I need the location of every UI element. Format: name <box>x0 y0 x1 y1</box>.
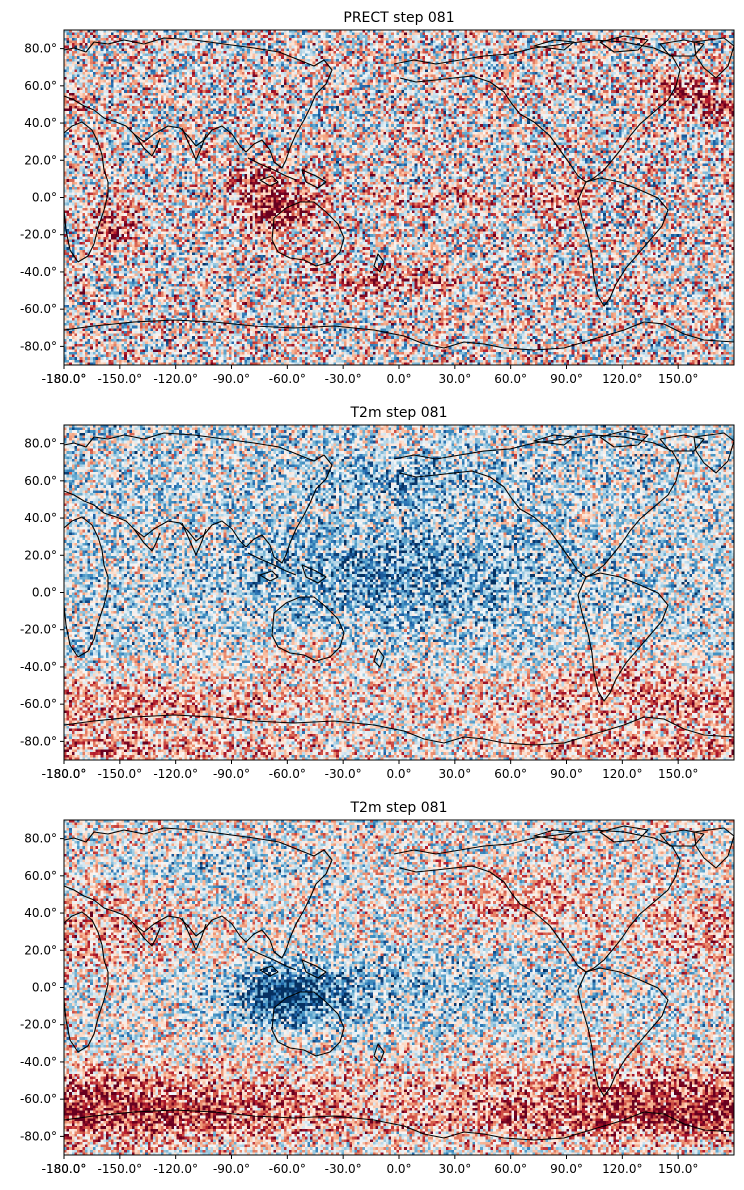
x-tick-label: 60.0° <box>494 1162 527 1176</box>
x-tick-label: -180.0° <box>42 372 87 386</box>
y-tick-label: -80.0° <box>20 339 57 353</box>
y-tick-label: 40.0° <box>24 906 57 920</box>
x-tick-label: -180.0° <box>42 767 87 781</box>
y-tick-label: -40.0° <box>20 1055 57 1069</box>
map-panel-2: T2m step 081 -180.0° -150.0° -120.0° -90.0° -… <box>20 405 735 781</box>
y-tick-label: -60.0° <box>20 697 57 711</box>
x-tick-label: 150.0° <box>658 372 698 386</box>
panel-title: T2m step 081 <box>349 800 447 816</box>
x-tick-label: -30.0° <box>325 1162 362 1176</box>
x-tick-label: 90.0° <box>550 1162 583 1176</box>
x-tick-label: -60.0° <box>269 372 306 386</box>
x-tick-label: 150.0° <box>658 767 698 781</box>
y-tick-label: -60.0° <box>20 1092 57 1106</box>
x-tick-label: -180.0° <box>42 372 87 386</box>
heatmap-raster <box>64 30 734 365</box>
x-tick-label: -120.0° <box>153 1162 198 1176</box>
x-tick-label: 30.0° <box>438 767 471 781</box>
panel-title: T2m step 081 <box>349 405 447 421</box>
x-tick-label: 0.0° <box>386 767 411 781</box>
x-tick-label: -120.0° <box>153 372 198 386</box>
x-tick-label: 30.0° <box>438 372 471 386</box>
x-tick-label: 120.0° <box>602 767 642 781</box>
y-tick-label: 60.0° <box>24 474 57 488</box>
y-tick-label: 0.0° <box>32 586 57 600</box>
y-tick-label: 40.0° <box>24 116 57 130</box>
y-tick-label: 60.0° <box>24 79 57 93</box>
x-tick-label: -90.0° <box>213 1162 250 1176</box>
x-tick-label: -90.0° <box>213 767 250 781</box>
y-tick-label: -40.0° <box>20 660 57 674</box>
x-tick-label: -180.0° <box>42 1162 87 1176</box>
y-tick-label: -20.0° <box>20 1018 57 1032</box>
y-tick-label: 80.0° <box>24 832 57 846</box>
y-tick-label: 20.0° <box>24 548 57 562</box>
y-tick-label: 60.0° <box>24 869 57 883</box>
x-tick-label: 120.0° <box>602 372 642 386</box>
x-tick-label: 150.0° <box>658 1162 698 1176</box>
y-tick-label: 0.0° <box>32 191 57 205</box>
x-tick-label: 0.0° <box>386 1162 411 1176</box>
x-tick-label: -60.0° <box>269 767 306 781</box>
x-tick-label: 90.0° <box>550 767 583 781</box>
x-tick-label: -60.0° <box>269 1162 306 1176</box>
panel-title: PRECT step 081 <box>343 10 454 26</box>
x-tick-label: 30.0° <box>438 1162 471 1176</box>
y-tick-label: 40.0° <box>24 511 57 525</box>
x-tick-label: 0.0° <box>386 372 411 386</box>
x-tick-label: 60.0° <box>494 372 527 386</box>
y-tick-label: -20.0° <box>20 228 57 242</box>
map-panel-1: PRECT step 081 -180.0° -150.0° -120.0° -90.0… <box>20 10 735 386</box>
y-tick-label: 20.0° <box>24 943 57 957</box>
x-tick-label: -120.0° <box>153 767 198 781</box>
y-tick-label: 80.0° <box>24 437 57 451</box>
x-tick-label: 90.0° <box>550 372 583 386</box>
x-tick-label: -150.0° <box>97 372 142 386</box>
y-tick-label: -80.0° <box>20 1129 57 1143</box>
y-tick-label: -60.0° <box>20 302 57 316</box>
x-tick-label: -90.0° <box>213 372 250 386</box>
x-tick-label: -150.0° <box>97 1162 142 1176</box>
y-tick-label: 0.0° <box>32 981 57 995</box>
x-tick-label: 60.0° <box>494 767 527 781</box>
map-panel-3: T2m step 081 -180.0° -150.0° -120.0° -90.0° -… <box>20 800 735 1176</box>
x-tick-label: -150.0° <box>97 767 142 781</box>
heatmap-raster <box>64 425 734 760</box>
y-tick-label: 20.0° <box>24 153 57 167</box>
y-tick-label: 80.0° <box>24 42 57 56</box>
y-tick-label: -20.0° <box>20 623 57 637</box>
x-tick-label: -30.0° <box>325 372 362 386</box>
x-tick-label: -180.0° <box>42 767 87 781</box>
x-tick-label: -30.0° <box>325 767 362 781</box>
y-tick-label: -40.0° <box>20 265 57 279</box>
x-tick-label: -180.0° <box>42 1162 87 1176</box>
x-tick-label: 120.0° <box>602 1162 642 1176</box>
heatmap-raster <box>64 820 734 1155</box>
y-tick-label: -80.0° <box>20 734 57 748</box>
